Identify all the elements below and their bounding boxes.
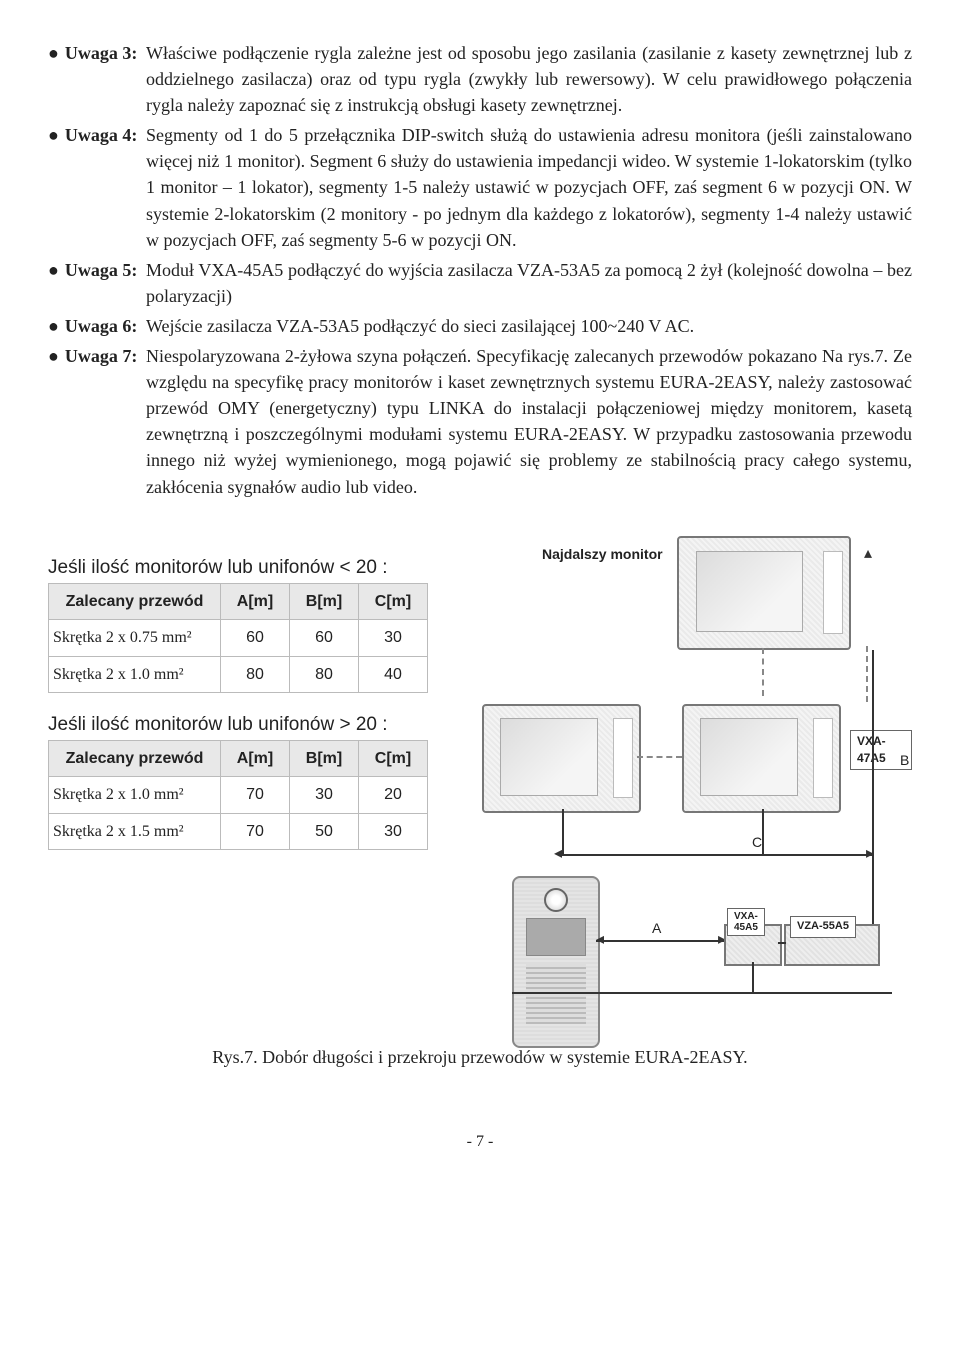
notes-list: ●Uwaga 3: Właściwe podłączenie rygla zal…: [48, 40, 912, 500]
th: A[m]: [221, 741, 290, 777]
td: Skrętka 2 x 0.75 mm²: [49, 620, 221, 656]
wire: [596, 940, 726, 942]
td: 30: [359, 813, 428, 849]
farthest-monitor-label: Najdalszy monitor: [542, 544, 663, 564]
note-label: Uwaga 6:: [65, 316, 138, 336]
wire: [762, 809, 764, 855]
wire: [512, 992, 892, 994]
note-6: ●Uwaga 6: Wejście zasilacza VZA-53A5 pod…: [48, 313, 912, 339]
page: ●Uwaga 3: Właściwe podłączenie rygla zal…: [0, 0, 960, 1213]
note-body: Niespolaryzowana 2-żyłowa szyna połączeń…: [146, 343, 912, 500]
monitor-3: [682, 704, 841, 813]
door-station: [512, 876, 600, 1048]
wire: [872, 650, 874, 944]
monitor-buttons: [613, 718, 633, 798]
monitor-2: [482, 704, 641, 813]
th: B[m]: [290, 584, 359, 620]
vza55-label: VZA-55A5: [790, 916, 856, 938]
station-display: [526, 918, 586, 956]
monitor-buttons: [813, 718, 833, 798]
wiring-diagram: Najdalszy monitor VXA-47A5 ◂ ▸ C: [452, 536, 912, 1016]
td: Skrętka 2 x 1.5 mm²: [49, 813, 221, 849]
td: 80: [290, 656, 359, 692]
td: 20: [359, 777, 428, 813]
td: 30: [359, 620, 428, 656]
dash-line: [762, 648, 764, 696]
td: 50: [290, 813, 359, 849]
note-body: Właściwe podłączenie rygla zależne jest …: [146, 40, 912, 118]
vxa45-label: VXA- 45A5: [727, 908, 765, 936]
td: 30: [290, 777, 359, 813]
wire: [562, 809, 564, 855]
th: A[m]: [221, 584, 290, 620]
table-under-20: Zalecany przewód A[m] B[m] C[m] Skrętka …: [48, 583, 428, 693]
td: 70: [221, 813, 290, 849]
arrow-left-icon: ◂: [554, 842, 562, 865]
note-7: ●Uwaga 7: Niespolaryzowana 2-żyłowa szyn…: [48, 343, 912, 500]
arrow-up-icon: ▴: [864, 542, 872, 565]
note-5: ●Uwaga 5: Moduł VXA-45A5 podłączyć do wy…: [48, 257, 912, 309]
note-label: Uwaga 5:: [65, 260, 138, 280]
note-body: Wejście zasilacza VZA-53A5 podłączyć do …: [146, 313, 912, 339]
figure-caption: Rys.7. Dobór długości i przekroju przewo…: [48, 1044, 912, 1070]
monitor-screen: [500, 718, 598, 796]
th: Zalecany przewód: [49, 584, 221, 620]
th: Zalecany przewód: [49, 741, 221, 777]
table-row: Skrętka 2 x 1.5 mm² 70 50 30: [49, 813, 428, 849]
note-body: Segmenty od 1 do 5 przełącznika DIP-swit…: [146, 122, 912, 252]
table1-title: Jeśli ilość monitorów lub unifonów < 20 …: [48, 554, 428, 582]
td: 60: [290, 620, 359, 656]
lower-section: Jeśli ilość monitorów lub unifonów < 20 …: [48, 536, 912, 1016]
td: Skrętka 2 x 1.0 mm²: [49, 656, 221, 692]
note-4: ●Uwaga 4: Segmenty od 1 do 5 przełącznik…: [48, 122, 912, 252]
th: C[m]: [359, 584, 428, 620]
td: 40: [359, 656, 428, 692]
th: C[m]: [359, 741, 428, 777]
wire: [778, 942, 786, 944]
table2-title: Jeśli ilość monitorów lub unifonów > 20 …: [48, 711, 428, 739]
dim-b: B: [900, 750, 909, 770]
camera-icon: [544, 888, 568, 912]
monitor-screen: [696, 551, 803, 632]
dash-line: [866, 646, 868, 702]
td: 80: [221, 656, 290, 692]
top-monitor: [677, 536, 851, 650]
table-row: Skrętka 2 x 0.75 mm² 60 60 30: [49, 620, 428, 656]
note-label: Uwaga 3:: [65, 43, 138, 63]
note-label: Uwaga 7:: [65, 346, 138, 366]
station-grille: [526, 964, 586, 1024]
table-row: Skrętka 2 x 1.0 mm² 80 80 40: [49, 656, 428, 692]
tables-column: Jeśli ilość monitorów lub unifonów < 20 …: [48, 536, 428, 850]
table-over-20: Zalecany przewód A[m] B[m] C[m] Skrętka …: [48, 740, 428, 850]
dim-c: C: [752, 832, 762, 852]
td: 60: [221, 620, 290, 656]
dash-line: [637, 756, 682, 758]
dim-a: A: [652, 918, 661, 938]
th: B[m]: [290, 741, 359, 777]
note-label: Uwaga 4:: [65, 125, 138, 145]
arrow-left-icon: ◂: [596, 928, 604, 951]
table-header-row: Zalecany przewód A[m] B[m] C[m]: [49, 584, 428, 620]
td: 70: [221, 777, 290, 813]
wire: [562, 854, 874, 856]
monitor-buttons: [823, 551, 843, 634]
wire: [752, 962, 754, 992]
table-header-row: Zalecany przewód A[m] B[m] C[m]: [49, 741, 428, 777]
note-body: Moduł VXA-45A5 podłączyć do wyjścia zasi…: [146, 257, 912, 309]
table-row: Skrętka 2 x 1.0 mm² 70 30 20: [49, 777, 428, 813]
td: Skrętka 2 x 1.0 mm²: [49, 777, 221, 813]
page-number: - 7 -: [48, 1130, 912, 1153]
note-3: ●Uwaga 3: Właściwe podłączenie rygla zal…: [48, 40, 912, 118]
monitor-screen: [700, 718, 798, 796]
